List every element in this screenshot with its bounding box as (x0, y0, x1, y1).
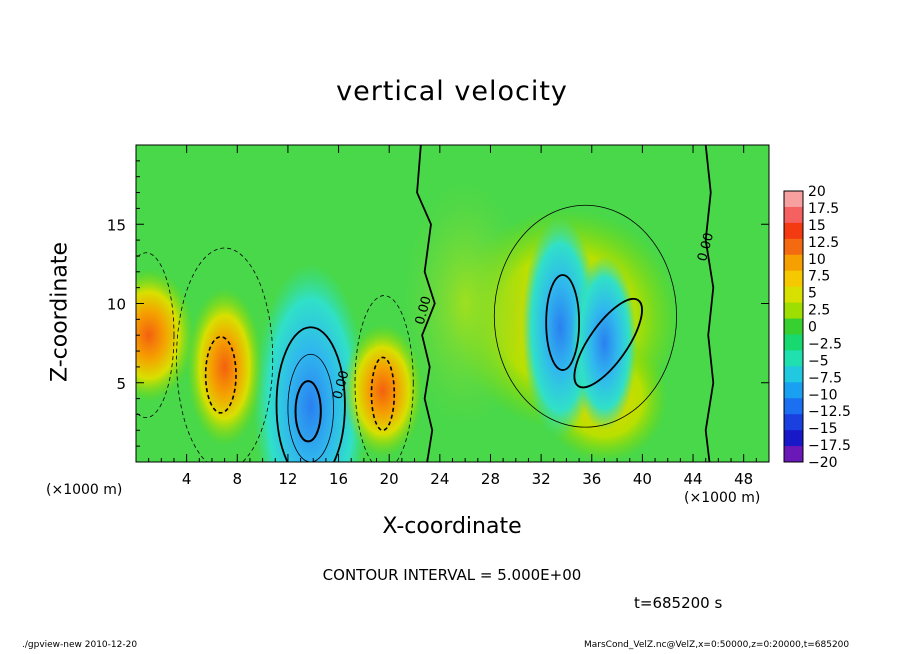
contour-label: 0.00 (331, 369, 353, 401)
negative-contour (204, 335, 237, 414)
colorbar-swatch (784, 254, 803, 272)
x-tick-label: 12 (278, 470, 297, 488)
x-tick-label: 24 (430, 470, 449, 488)
colorbar-label: 5 (808, 286, 817, 302)
downdraft-region (186, 287, 263, 447)
colorbar-swatch (784, 414, 803, 431)
time-label: t=685200 s (634, 594, 723, 612)
x-tick-label: 8 (233, 470, 243, 488)
colorbar-swatch (784, 366, 803, 383)
x-tick-label: 20 (380, 470, 399, 488)
colorbar-label: −17.5 (808, 438, 851, 454)
colorbar: 2017.51512.5107.552.50−2.5−5−7.5−10−12.5… (783, 184, 851, 471)
zero-contour (704, 145, 715, 462)
contour-label: 0.00 (695, 231, 717, 263)
updraft-region (571, 255, 638, 431)
colorbar-label: 17.5 (808, 201, 839, 217)
zero-contour (275, 326, 346, 462)
colorbar-label: −20 (808, 455, 838, 471)
contour-interval-text: CONTOUR INTERVAL = 5.000E+00 (322, 566, 582, 584)
downdraft-region (342, 324, 424, 458)
y-tick-label: 5 (116, 375, 126, 393)
colorbar-swatch (784, 350, 803, 367)
x-unit-label-left: (×1000 m) (46, 482, 123, 498)
negative-contour (370, 356, 396, 432)
colorbar-swatch (784, 286, 803, 304)
downdraft-region (136, 268, 195, 402)
x-tick-label: 16 (329, 470, 348, 488)
contour-line (294, 380, 322, 443)
field-shading (401, 176, 529, 431)
x-tick-label: 36 (582, 470, 601, 488)
x-tick-label: 40 (633, 470, 652, 488)
colorbar-label: −15 (808, 421, 838, 437)
x-tick-label: 44 (683, 470, 702, 488)
colorbar-label: −2.5 (808, 336, 842, 352)
contour-line (573, 298, 643, 389)
colorbar-swatch (784, 302, 803, 320)
colorbar-swatch (784, 238, 803, 256)
colorbar-label: 0 (808, 320, 817, 336)
y-tick-label: 10 (107, 296, 126, 314)
x-unit-label-right: (×1000 m) (684, 490, 761, 506)
colorbar-label: −7.5 (808, 370, 842, 386)
colorbar-swatch (784, 334, 803, 351)
colorbar-swatch (784, 222, 803, 240)
x-tick-label: 48 (734, 470, 753, 488)
colorbar-swatch (784, 206, 803, 224)
x-tick-label: 32 (532, 470, 551, 488)
colorbar-swatch (784, 382, 803, 399)
colorbar-label: 12.5 (808, 235, 839, 251)
contour-line (493, 204, 677, 428)
x-axis-label: X-coordinate (382, 514, 522, 539)
footer-right-text: MarsCond_VelZ.nc@VelZ,x=0:50000,z=0:2000… (584, 640, 850, 650)
colorbar-label: −12.5 (808, 404, 851, 420)
negative-contour (354, 295, 414, 462)
contour-label: 0.00 (413, 295, 435, 327)
velocity-field: 0.00 0.00 0.00 (136, 145, 769, 462)
zero-contour (416, 145, 436, 462)
colorbar-frame (783, 190, 804, 463)
colorbar-swatch (784, 318, 803, 335)
colorbar-label: 2.5 (808, 303, 830, 319)
colorbar-label: 10 (808, 252, 826, 268)
colorbar-swatch (784, 191, 803, 208)
colorbar-swatch (784, 270, 803, 288)
colorbar-label: 15 (808, 218, 826, 234)
contour-line (545, 274, 581, 371)
colorbar-label: −10 (808, 387, 838, 403)
x-tick-label: 4 (182, 470, 192, 488)
colorbar-swatch (784, 446, 803, 463)
y-tick-label: 15 (107, 216, 126, 234)
colorbar-label: 20 (808, 184, 826, 200)
colorbar-label: 7.5 (808, 269, 830, 285)
footer-left-text: ./gpview-new 2010-12-20 (22, 640, 138, 650)
colorbar-label: −5 (808, 353, 829, 369)
updraft-region (253, 263, 368, 462)
negative-contour (176, 247, 274, 462)
negative-contour (136, 252, 175, 418)
chart-title: vertical velocity (336, 76, 568, 107)
colorbar-swatch (784, 430, 803, 447)
colorbar-swatch (784, 398, 803, 415)
x-tick-label: 28 (481, 470, 500, 488)
